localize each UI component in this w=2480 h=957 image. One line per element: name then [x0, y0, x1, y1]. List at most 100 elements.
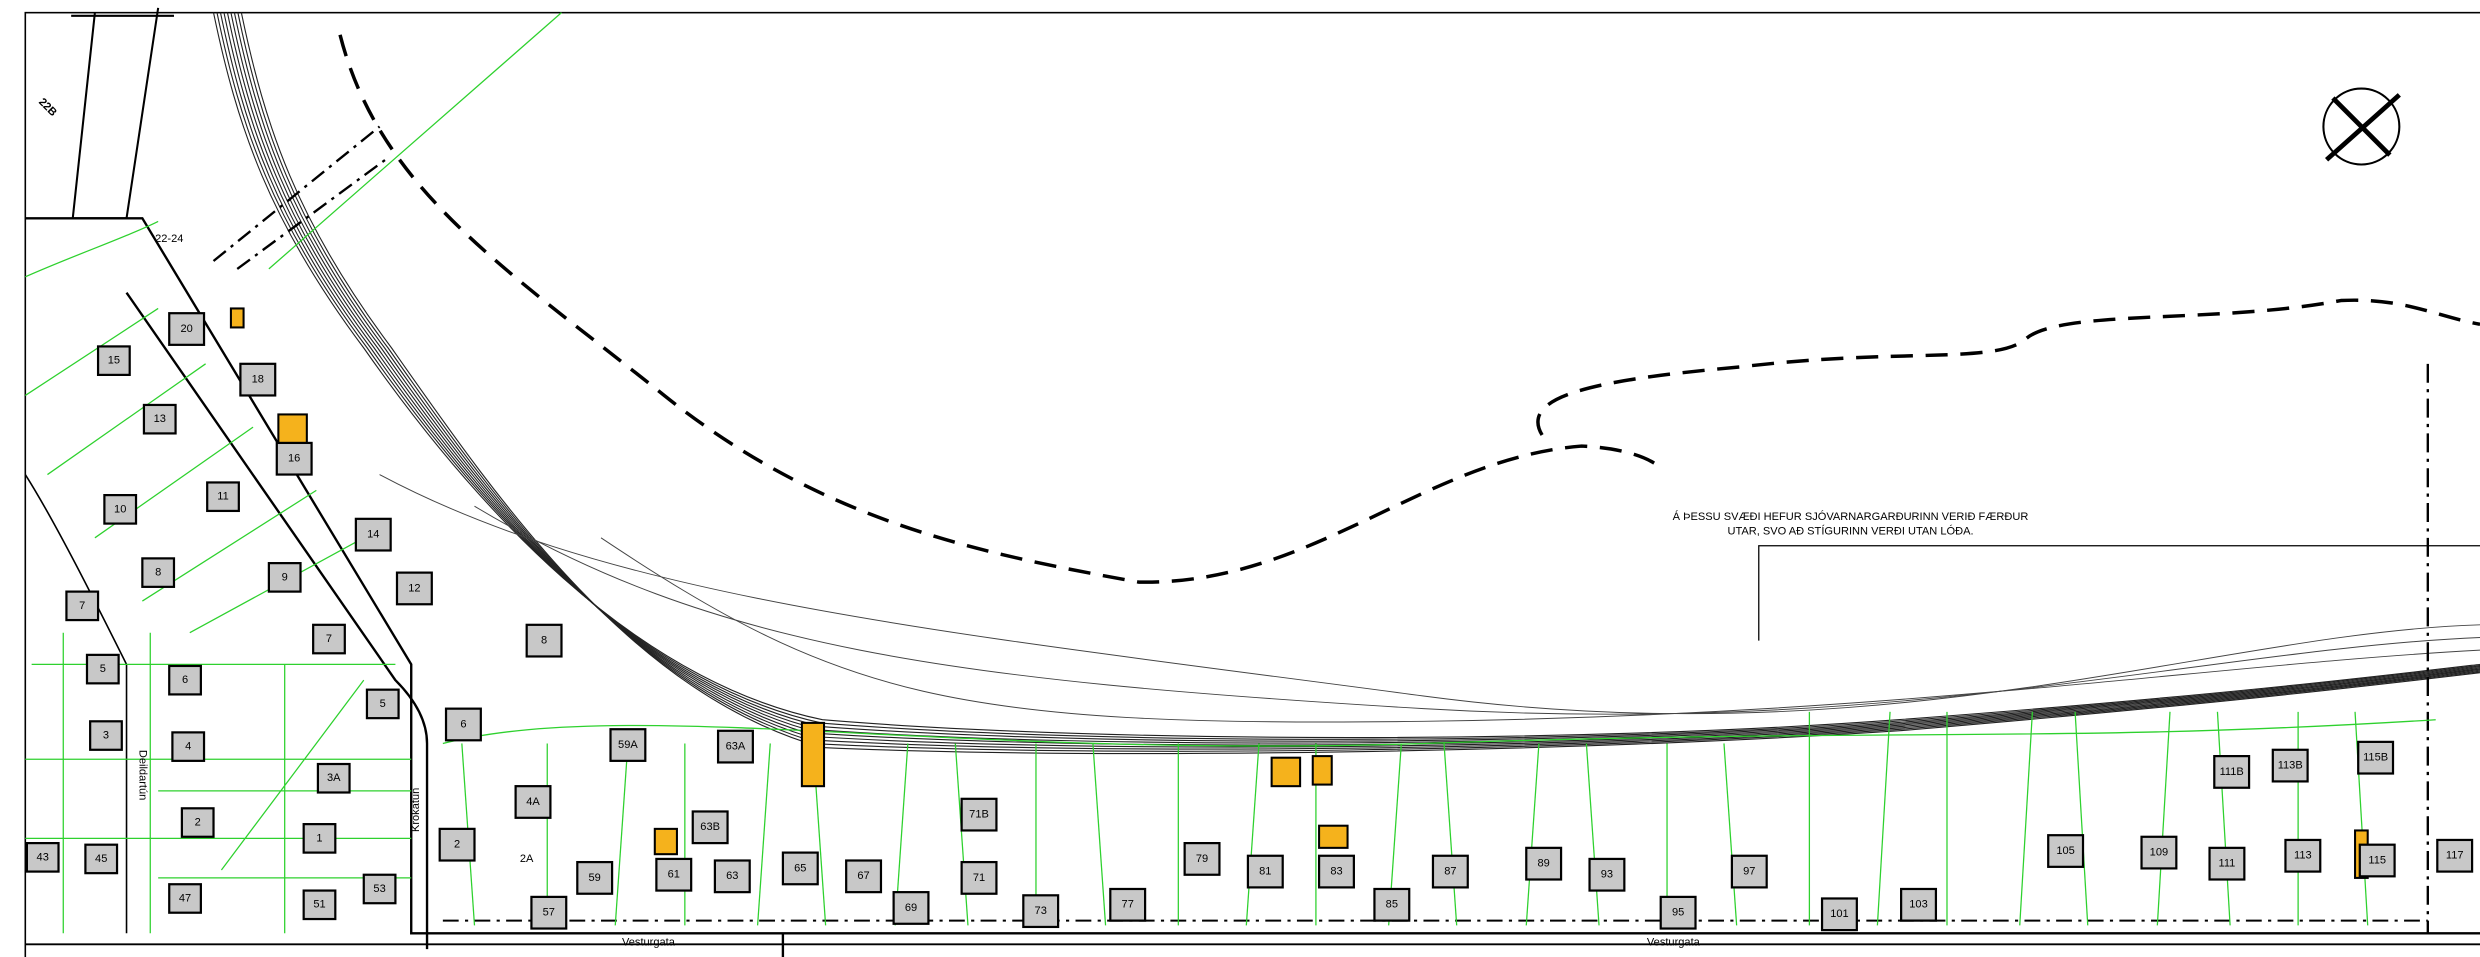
building	[168, 883, 202, 914]
lot-number: 15	[108, 355, 120, 367]
lot-number: 109	[2150, 847, 2168, 859]
old-shoreline	[338, 34, 2480, 584]
lot-number: 14	[367, 529, 379, 541]
lot-number: 89	[1538, 858, 1550, 870]
building	[89, 720, 123, 751]
building	[525, 623, 563, 658]
lot-number: 71B	[969, 809, 989, 821]
lot-number: 83	[1330, 866, 1342, 878]
lot-number: 8	[541, 635, 547, 647]
lot-line	[1443, 743, 1458, 926]
lot-number: 5	[100, 663, 106, 675]
proposed-building	[277, 413, 308, 448]
building	[316, 762, 351, 794]
lot-line	[1245, 743, 1260, 926]
building	[168, 664, 202, 696]
terrain-contour	[600, 537, 2480, 723]
lot-number: 115	[2368, 854, 2386, 866]
shore-contour	[226, 12, 2480, 746]
lot-number: 47	[179, 892, 191, 904]
building	[1659, 895, 1697, 930]
lot-number: 63B	[700, 821, 720, 833]
lot-number: 113	[2294, 850, 2312, 862]
proposed-building	[229, 307, 245, 329]
lot-number: 81	[1259, 866, 1271, 878]
lot-number: 7	[326, 633, 332, 645]
shore-contour	[216, 12, 2480, 740]
proposed-building	[800, 721, 826, 788]
lot-number: 115B	[2363, 752, 2388, 764]
building	[142, 403, 177, 435]
shore-contour	[240, 12, 2480, 755]
lot-line	[1876, 711, 1891, 926]
lot-number: 18	[252, 374, 264, 386]
note-text: UTAR, SVO AÐ STÍGURINN VERÐI UTAN LÓÐA.	[1727, 524, 1973, 537]
building	[84, 843, 119, 875]
lot-number: 77	[1122, 899, 1134, 911]
lot-number: 93	[1601, 869, 1613, 881]
building	[892, 891, 930, 925]
building	[275, 441, 313, 476]
building	[267, 562, 302, 593]
building	[1109, 887, 1147, 922]
lot-line	[2156, 711, 2171, 926]
building	[713, 859, 751, 894]
building	[395, 571, 433, 606]
north-arrow	[2322, 87, 2401, 166]
lot-line	[614, 743, 629, 926]
lot-number: 111B	[2220, 766, 2244, 778]
lot-number: 117	[2446, 850, 2464, 862]
building	[1183, 842, 1221, 876]
building	[716, 729, 754, 764]
building	[781, 851, 819, 886]
building	[362, 873, 397, 905]
lot-number: 73	[1035, 905, 1047, 917]
lot-number: 13	[154, 413, 166, 425]
lot-number: 59	[589, 872, 601, 884]
lot-number: 5	[380, 698, 386, 710]
street-name: Deildartún	[136, 750, 148, 800]
building	[2284, 838, 2322, 873]
building	[65, 590, 100, 622]
lot-number: 79	[1196, 853, 1208, 865]
lot-number: 6	[182, 674, 188, 686]
building	[530, 895, 568, 930]
building	[302, 823, 337, 854]
building	[103, 494, 138, 525]
lot-number: 43	[37, 851, 49, 863]
building	[1373, 887, 1411, 922]
lot-number: 69	[905, 902, 917, 914]
building	[1820, 897, 1858, 932]
lot-number: 53	[373, 883, 385, 895]
lot-line	[2216, 711, 2231, 926]
building	[2208, 846, 2246, 881]
building	[206, 481, 240, 513]
lot-number: 71	[973, 872, 985, 884]
lot-number: 65	[794, 862, 806, 874]
lot-number: 103	[1909, 899, 1927, 911]
lot-line	[1585, 743, 1600, 926]
building	[2271, 748, 2309, 783]
lot-number: 101	[1830, 908, 1848, 920]
proposed-building	[1318, 824, 1349, 849]
building	[141, 557, 176, 588]
lot-line	[2019, 711, 2034, 926]
building	[845, 859, 883, 894]
building	[514, 785, 552, 819]
lot-number: 2A	[520, 853, 534, 865]
proposed-building	[1270, 756, 1302, 788]
map-frame	[24, 11, 2480, 957]
building	[1525, 846, 1563, 881]
road-edge	[24, 474, 128, 934]
lot-number: 4A	[526, 796, 540, 808]
proposed-building	[653, 827, 678, 856]
building	[1317, 854, 1355, 889]
building	[96, 345, 131, 376]
building	[444, 707, 482, 742]
lot-number: 61	[668, 869, 680, 881]
lot-number: 6	[460, 718, 466, 730]
building	[691, 810, 729, 845]
building	[1431, 854, 1469, 889]
lot-number: 45	[95, 853, 107, 865]
